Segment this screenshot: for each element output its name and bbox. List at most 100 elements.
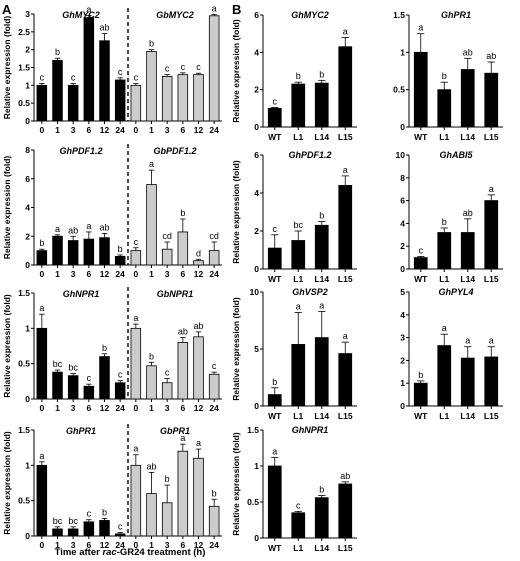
bar bbox=[484, 356, 499, 407]
y-tick-label: 0 bbox=[400, 401, 405, 411]
x-tick-label: 12 bbox=[194, 125, 204, 135]
x-tick-label: 3 bbox=[165, 403, 170, 413]
significance-letter: a bbox=[296, 302, 301, 312]
significance-letter: a bbox=[39, 303, 44, 313]
chart-b-1: 0 2 4 6 Relative expression (fold) GhMYC2 c WT b… bbox=[231, 10, 357, 142]
y-tick-label: 0 bbox=[400, 264, 405, 274]
bar bbox=[208, 505, 220, 537]
y-tick-label: 4 bbox=[254, 47, 259, 57]
y-axis-label: Relative expression (fold) bbox=[231, 160, 241, 264]
significance-letter: a bbox=[86, 4, 91, 14]
significance-letter: b bbox=[272, 377, 277, 387]
panel-label-b: B bbox=[232, 2, 241, 17]
bar bbox=[99, 356, 110, 400]
bar bbox=[413, 257, 428, 270]
y-tick-label: 2 bbox=[400, 355, 405, 365]
x-tick-label: 1 bbox=[149, 540, 154, 550]
y-tick-label: 0 bbox=[400, 122, 405, 132]
significance-letter: cd bbox=[209, 231, 219, 241]
bar bbox=[146, 365, 157, 400]
y-tick-label: 0 bbox=[254, 533, 259, 543]
x-tick-label: 3 bbox=[71, 269, 76, 279]
x-tick-label: WT bbox=[414, 411, 428, 421]
significance-letter: ab bbox=[99, 222, 109, 232]
significance-letter: a bbox=[442, 323, 447, 333]
y-tick-label: 2 bbox=[25, 231, 30, 241]
significance-letter: bc bbox=[53, 359, 63, 369]
significance-letter: d bbox=[196, 248, 201, 258]
y-tick-label: 5 bbox=[400, 287, 405, 297]
bar bbox=[52, 59, 63, 122]
x-tick-label: 6 bbox=[86, 540, 91, 550]
panel-a-xlabel: Time after rac-GR24 treatment (h) bbox=[55, 547, 206, 558]
bar bbox=[208, 250, 220, 266]
bar bbox=[114, 382, 126, 400]
significance-letter: c bbox=[71, 73, 76, 83]
bar bbox=[114, 255, 126, 266]
significance-letter: a bbox=[212, 3, 217, 13]
significance-letter: c bbox=[118, 521, 123, 531]
bar bbox=[460, 69, 475, 128]
significance-letter: b bbox=[418, 370, 423, 380]
x-tick-label: 0 bbox=[39, 125, 44, 135]
y-tick-label: 1 bbox=[25, 80, 30, 90]
x-tick-label: 0 bbox=[133, 269, 138, 279]
y-tick-label: 4 bbox=[400, 218, 405, 228]
bar bbox=[146, 493, 157, 537]
y-tick-label: 10 bbox=[396, 150, 406, 160]
y-tick-label: 0.5 bbox=[247, 497, 259, 507]
y-tick-label: 1.5 bbox=[18, 288, 30, 298]
x-tick-label: 24 bbox=[115, 125, 125, 135]
y-tick-label: 1.5 bbox=[18, 425, 30, 435]
gene-title: GbPR1 bbox=[160, 426, 190, 436]
bar bbox=[99, 237, 110, 266]
bar bbox=[177, 450, 189, 537]
y-tick-label: 0 bbox=[25, 260, 30, 270]
gene-title: GhNPR1 bbox=[63, 289, 100, 299]
x-tick-label: L1 bbox=[293, 411, 303, 421]
gene-title: GhPDF1.2 bbox=[59, 146, 102, 156]
x-tick-label: 12 bbox=[194, 540, 204, 550]
significance-letter: a bbox=[489, 184, 494, 194]
gene-title: GhPDF1.2 bbox=[288, 150, 331, 160]
significance-letter: b bbox=[212, 488, 217, 498]
y-tick-label: 0 bbox=[25, 116, 30, 126]
x-tick-label: 6 bbox=[86, 125, 91, 135]
y-tick-label: 10 bbox=[250, 287, 260, 297]
chart-a-3: 0 0.5 1 1.5 Relative expression (fold) GhNPR1… bbox=[2, 287, 222, 413]
bar bbox=[413, 382, 428, 407]
x-tick-label: WT bbox=[268, 411, 282, 421]
x-tick-label: 6 bbox=[86, 269, 91, 279]
bar bbox=[193, 260, 204, 266]
y-tick-label: 0 bbox=[25, 394, 30, 404]
bar bbox=[314, 337, 329, 407]
y-tick-label: 6 bbox=[25, 174, 30, 184]
bar bbox=[52, 528, 63, 537]
x-tick-label: L1 bbox=[293, 274, 303, 284]
bar bbox=[338, 483, 353, 539]
x-tick-label: 3 bbox=[71, 540, 76, 550]
bar bbox=[146, 51, 157, 122]
x-tick-label: 12 bbox=[194, 269, 204, 279]
panel-label-a: A bbox=[2, 2, 12, 17]
bar bbox=[36, 464, 48, 537]
significance-letter: a bbox=[343, 331, 348, 341]
bar bbox=[36, 250, 48, 266]
bar bbox=[314, 497, 329, 539]
bar bbox=[114, 79, 126, 122]
gene-title: GhVSP2 bbox=[292, 287, 328, 297]
x-tick-label: L15 bbox=[338, 274, 353, 284]
x-tick-label: 1 bbox=[55, 125, 60, 135]
significance-letter: b bbox=[319, 69, 324, 79]
x-tick-label: 6 bbox=[180, 540, 185, 550]
x-tick-label: 3 bbox=[165, 540, 170, 550]
bar bbox=[146, 184, 157, 266]
gene-title: GhPYL4 bbox=[438, 287, 473, 297]
bar bbox=[338, 184, 353, 270]
significance-letter: a bbox=[133, 313, 138, 323]
bar bbox=[114, 533, 126, 537]
bar bbox=[267, 394, 282, 407]
gene-title: GbPDF1.2 bbox=[153, 146, 196, 156]
x-tick-label: 6 bbox=[180, 403, 185, 413]
